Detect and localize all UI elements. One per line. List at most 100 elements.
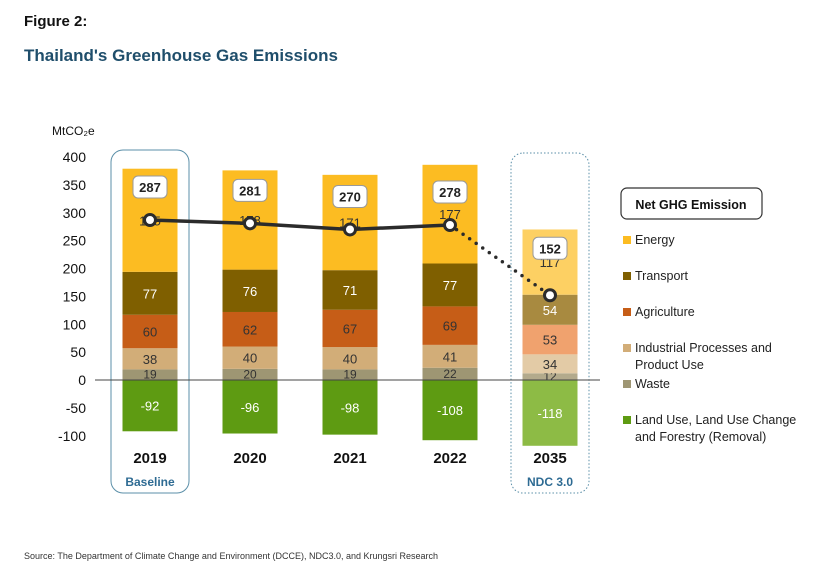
data-label: -108 bbox=[437, 403, 463, 418]
y-tick-label: -100 bbox=[58, 428, 86, 444]
data-label: -118 bbox=[537, 406, 562, 421]
legend-swatch bbox=[623, 380, 631, 388]
net-label: 152 bbox=[539, 241, 561, 256]
bar-agriculture bbox=[122, 314, 178, 349]
data-label: 62 bbox=[243, 322, 257, 337]
bar-industrial bbox=[222, 346, 278, 369]
net-label-box bbox=[132, 175, 168, 199]
net-line bbox=[149, 218, 451, 232]
x-tick-label: 2020 bbox=[233, 450, 266, 467]
bar-transport bbox=[222, 269, 278, 312]
category-note: Baseline bbox=[125, 475, 175, 489]
data-label: 71 bbox=[343, 283, 357, 298]
bar-agriculture bbox=[422, 306, 478, 345]
x-tick-label: 2021 bbox=[333, 450, 366, 467]
y-tick-label: -50 bbox=[66, 400, 86, 416]
data-label: 60 bbox=[143, 324, 157, 339]
legend-label: Energy bbox=[635, 233, 675, 247]
data-label: 19 bbox=[143, 368, 157, 382]
net-point bbox=[543, 288, 557, 303]
data-label: 40 bbox=[343, 351, 357, 366]
x-tick-label: 2035 bbox=[533, 450, 566, 467]
data-label: -96 bbox=[241, 400, 260, 415]
y-tick-label: 300 bbox=[63, 205, 87, 221]
bar-transport bbox=[322, 270, 378, 310]
bar-transport bbox=[422, 263, 478, 307]
bar-waste bbox=[522, 373, 578, 380]
data-label: 20 bbox=[243, 367, 257, 381]
bar-transport bbox=[122, 271, 178, 315]
data-label: -98 bbox=[341, 400, 360, 415]
net-label-box bbox=[232, 178, 268, 202]
net-label: 270 bbox=[339, 189, 361, 204]
data-label: 38 bbox=[143, 352, 157, 367]
net-label: 278 bbox=[439, 185, 461, 200]
net-point bbox=[443, 218, 457, 233]
chart-title: Thailand's Greenhouse Gas Emissions bbox=[24, 46, 338, 65]
legend-swatch bbox=[623, 272, 631, 280]
legend-label: Land Use, Land Use Change and Forestry (R… bbox=[635, 413, 796, 444]
bar-industrial bbox=[322, 347, 378, 370]
bar-industrial bbox=[122, 348, 178, 370]
y-tick-label: 350 bbox=[63, 177, 87, 193]
net-label-box bbox=[332, 184, 368, 208]
data-label: 34 bbox=[543, 357, 557, 372]
data-label: 22 bbox=[443, 367, 457, 381]
bar-industrial bbox=[522, 354, 578, 374]
source-note: Source: The Department of Climate Change… bbox=[24, 551, 439, 561]
legend-swatch bbox=[623, 416, 631, 424]
bar-waste bbox=[422, 367, 478, 380]
net-point bbox=[343, 222, 357, 237]
bar-land bbox=[322, 380, 378, 435]
y-tick-label: 50 bbox=[70, 344, 86, 360]
y-tick-label: 100 bbox=[63, 316, 87, 332]
data-label: 69 bbox=[443, 319, 457, 334]
data-label: 40 bbox=[243, 351, 257, 366]
x-tick-label: 2022 bbox=[433, 450, 466, 467]
bar-land bbox=[222, 380, 278, 434]
bar-waste bbox=[122, 369, 178, 380]
category-note: NDC 3.0 bbox=[527, 475, 573, 489]
legend-label: Industrial Processes and Product Use bbox=[635, 341, 772, 372]
y-axis-label: MtCO₂e bbox=[52, 124, 95, 138]
legend-label: Waste bbox=[635, 377, 670, 391]
ndc-box bbox=[510, 152, 590, 494]
legend-net-box bbox=[620, 187, 763, 220]
data-label: 53 bbox=[543, 333, 557, 348]
bar-land bbox=[522, 380, 578, 446]
data-label: -92 bbox=[141, 399, 160, 414]
bar-waste bbox=[222, 368, 278, 380]
data-label: 177 bbox=[439, 207, 461, 222]
net-point bbox=[143, 212, 157, 227]
bar-waste bbox=[322, 369, 378, 380]
data-label: 54 bbox=[543, 303, 557, 318]
data-label: 77 bbox=[443, 278, 457, 293]
legend-swatch bbox=[623, 308, 631, 316]
y-tick-label: 150 bbox=[63, 288, 87, 304]
legend-swatch bbox=[623, 344, 631, 352]
data-label: 19 bbox=[343, 368, 357, 382]
y-tick-label: 400 bbox=[63, 149, 87, 165]
data-label: 67 bbox=[343, 321, 357, 336]
net-label-box bbox=[532, 236, 568, 260]
net-label-box bbox=[432, 180, 468, 204]
bar-agriculture bbox=[222, 311, 278, 347]
x-tick-label: 2019 bbox=[133, 450, 166, 467]
bar-land bbox=[422, 380, 478, 441]
baseline-box bbox=[110, 149, 190, 494]
figure-label: Figure 2: bbox=[24, 13, 88, 30]
net-label: 287 bbox=[139, 180, 161, 195]
data-label: 76 bbox=[243, 284, 257, 299]
net-point bbox=[243, 216, 257, 231]
bar-agriculture bbox=[322, 309, 378, 348]
legend-label: Transport bbox=[635, 269, 689, 283]
net-label: 281 bbox=[239, 183, 261, 198]
data-label: 77 bbox=[143, 286, 157, 301]
y-tick-label: 250 bbox=[63, 233, 87, 249]
y-tick-label: 200 bbox=[63, 261, 87, 277]
y-tick-label: 0 bbox=[78, 372, 86, 388]
bar-agriculture bbox=[522, 324, 578, 355]
legend-label: Agriculture bbox=[635, 305, 695, 319]
